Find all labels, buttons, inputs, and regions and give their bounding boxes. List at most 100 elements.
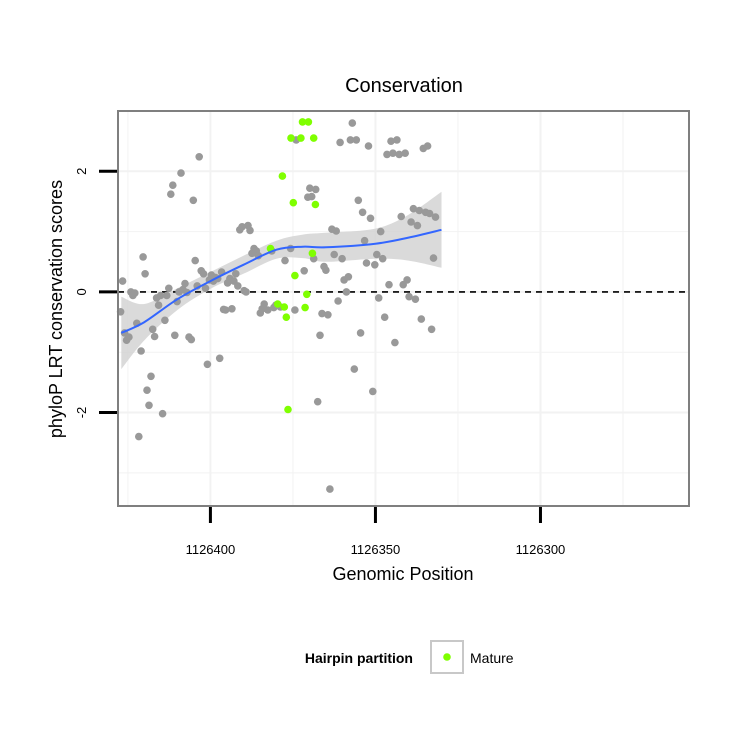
data-point — [378, 254, 387, 263]
chart-title: Conservation — [345, 75, 463, 97]
legend-key-box — [430, 640, 464, 674]
data-point-mature — [291, 271, 299, 280]
data-point — [169, 181, 177, 189]
data-point — [163, 291, 171, 300]
data-point — [332, 227, 341, 235]
data-point — [409, 204, 418, 213]
data-point — [405, 292, 413, 301]
data-point — [167, 190, 175, 198]
x-tick-label: 1126300 — [516, 542, 566, 557]
data-point — [199, 270, 208, 278]
data-point — [195, 153, 203, 161]
data-point-mature — [311, 200, 320, 209]
data-point — [181, 279, 189, 288]
plot-panel — [118, 111, 689, 506]
data-point — [221, 306, 230, 314]
data-point — [324, 311, 332, 319]
legend: Hairpin partition Mature — [305, 640, 514, 674]
data-point — [232, 270, 240, 278]
y-axis-title: phyloP LRT conservation scores — [46, 180, 66, 438]
data-point — [369, 387, 377, 396]
data-point — [374, 294, 383, 302]
confidence-band-area — [121, 191, 442, 370]
data-point — [322, 266, 330, 275]
data-point — [187, 335, 196, 344]
data-point — [300, 267, 309, 275]
data-point — [171, 331, 179, 340]
data-point — [215, 354, 224, 363]
data-point-mature — [273, 300, 282, 308]
data-point — [201, 284, 210, 293]
data-point-mature — [301, 303, 309, 312]
data-point-mature — [298, 118, 307, 126]
data-point — [429, 254, 438, 262]
data-point — [411, 295, 420, 304]
data-point — [380, 313, 389, 322]
data-point — [177, 169, 185, 177]
data-point — [407, 218, 415, 226]
data-point — [395, 150, 404, 159]
data-point-mature — [308, 249, 317, 258]
x-axis: 1126400 1126350 1126300 — [186, 507, 566, 557]
data-point — [425, 209, 434, 218]
y-tick-label: 2 — [74, 168, 89, 175]
data-point — [348, 119, 357, 127]
data-point — [137, 347, 145, 355]
data-point — [393, 136, 401, 144]
data-point — [362, 259, 371, 267]
data-point — [330, 250, 339, 259]
data-point — [147, 372, 155, 381]
data-point — [291, 306, 299, 314]
plot-panel-border — [117, 110, 690, 507]
data-point-mature — [303, 290, 311, 299]
data-point — [338, 254, 346, 263]
data-point — [318, 309, 326, 318]
data-point — [387, 137, 395, 145]
data-point — [307, 192, 316, 201]
data-point — [371, 261, 379, 269]
data-point — [360, 236, 369, 245]
data-point — [376, 227, 385, 236]
data-point — [228, 305, 236, 313]
data-point-mature — [287, 134, 295, 142]
data-point — [316, 331, 324, 340]
data-point — [356, 329, 365, 337]
data-point-mature — [289, 198, 298, 207]
data-point-mature — [282, 313, 291, 322]
data-point — [143, 386, 151, 395]
x-tick-label: 1126400 — [186, 542, 236, 557]
data-point — [145, 401, 153, 410]
data-point — [260, 300, 269, 308]
data-point — [156, 291, 165, 300]
data-point — [131, 289, 139, 297]
legend-title: Hairpin partition — [305, 650, 413, 666]
data-point — [354, 196, 363, 205]
smooth-line-path — [120, 228, 442, 334]
data-point — [158, 409, 167, 418]
data-point — [344, 273, 353, 281]
data-point — [161, 316, 169, 325]
data-point — [336, 138, 344, 147]
data-point — [154, 301, 163, 310]
data-point — [125, 333, 133, 341]
data-point — [191, 256, 199, 265]
y-tick-label: 0 — [74, 288, 89, 295]
data-point — [264, 306, 272, 314]
data-point — [118, 277, 127, 285]
data-point — [366, 214, 375, 223]
data-point — [350, 365, 359, 373]
data-point — [189, 196, 198, 205]
data-point — [364, 142, 373, 150]
data-point-mature — [280, 303, 289, 311]
data-point — [401, 149, 410, 157]
data-point — [135, 432, 143, 441]
data-point — [148, 325, 157, 334]
data-point — [415, 206, 424, 215]
data-point-mature — [297, 134, 305, 142]
data-point — [397, 212, 406, 221]
data-point — [334, 297, 342, 305]
data-point — [403, 276, 411, 284]
data-point — [342, 288, 351, 296]
y-axis: -2 0 2 — [74, 168, 117, 418]
